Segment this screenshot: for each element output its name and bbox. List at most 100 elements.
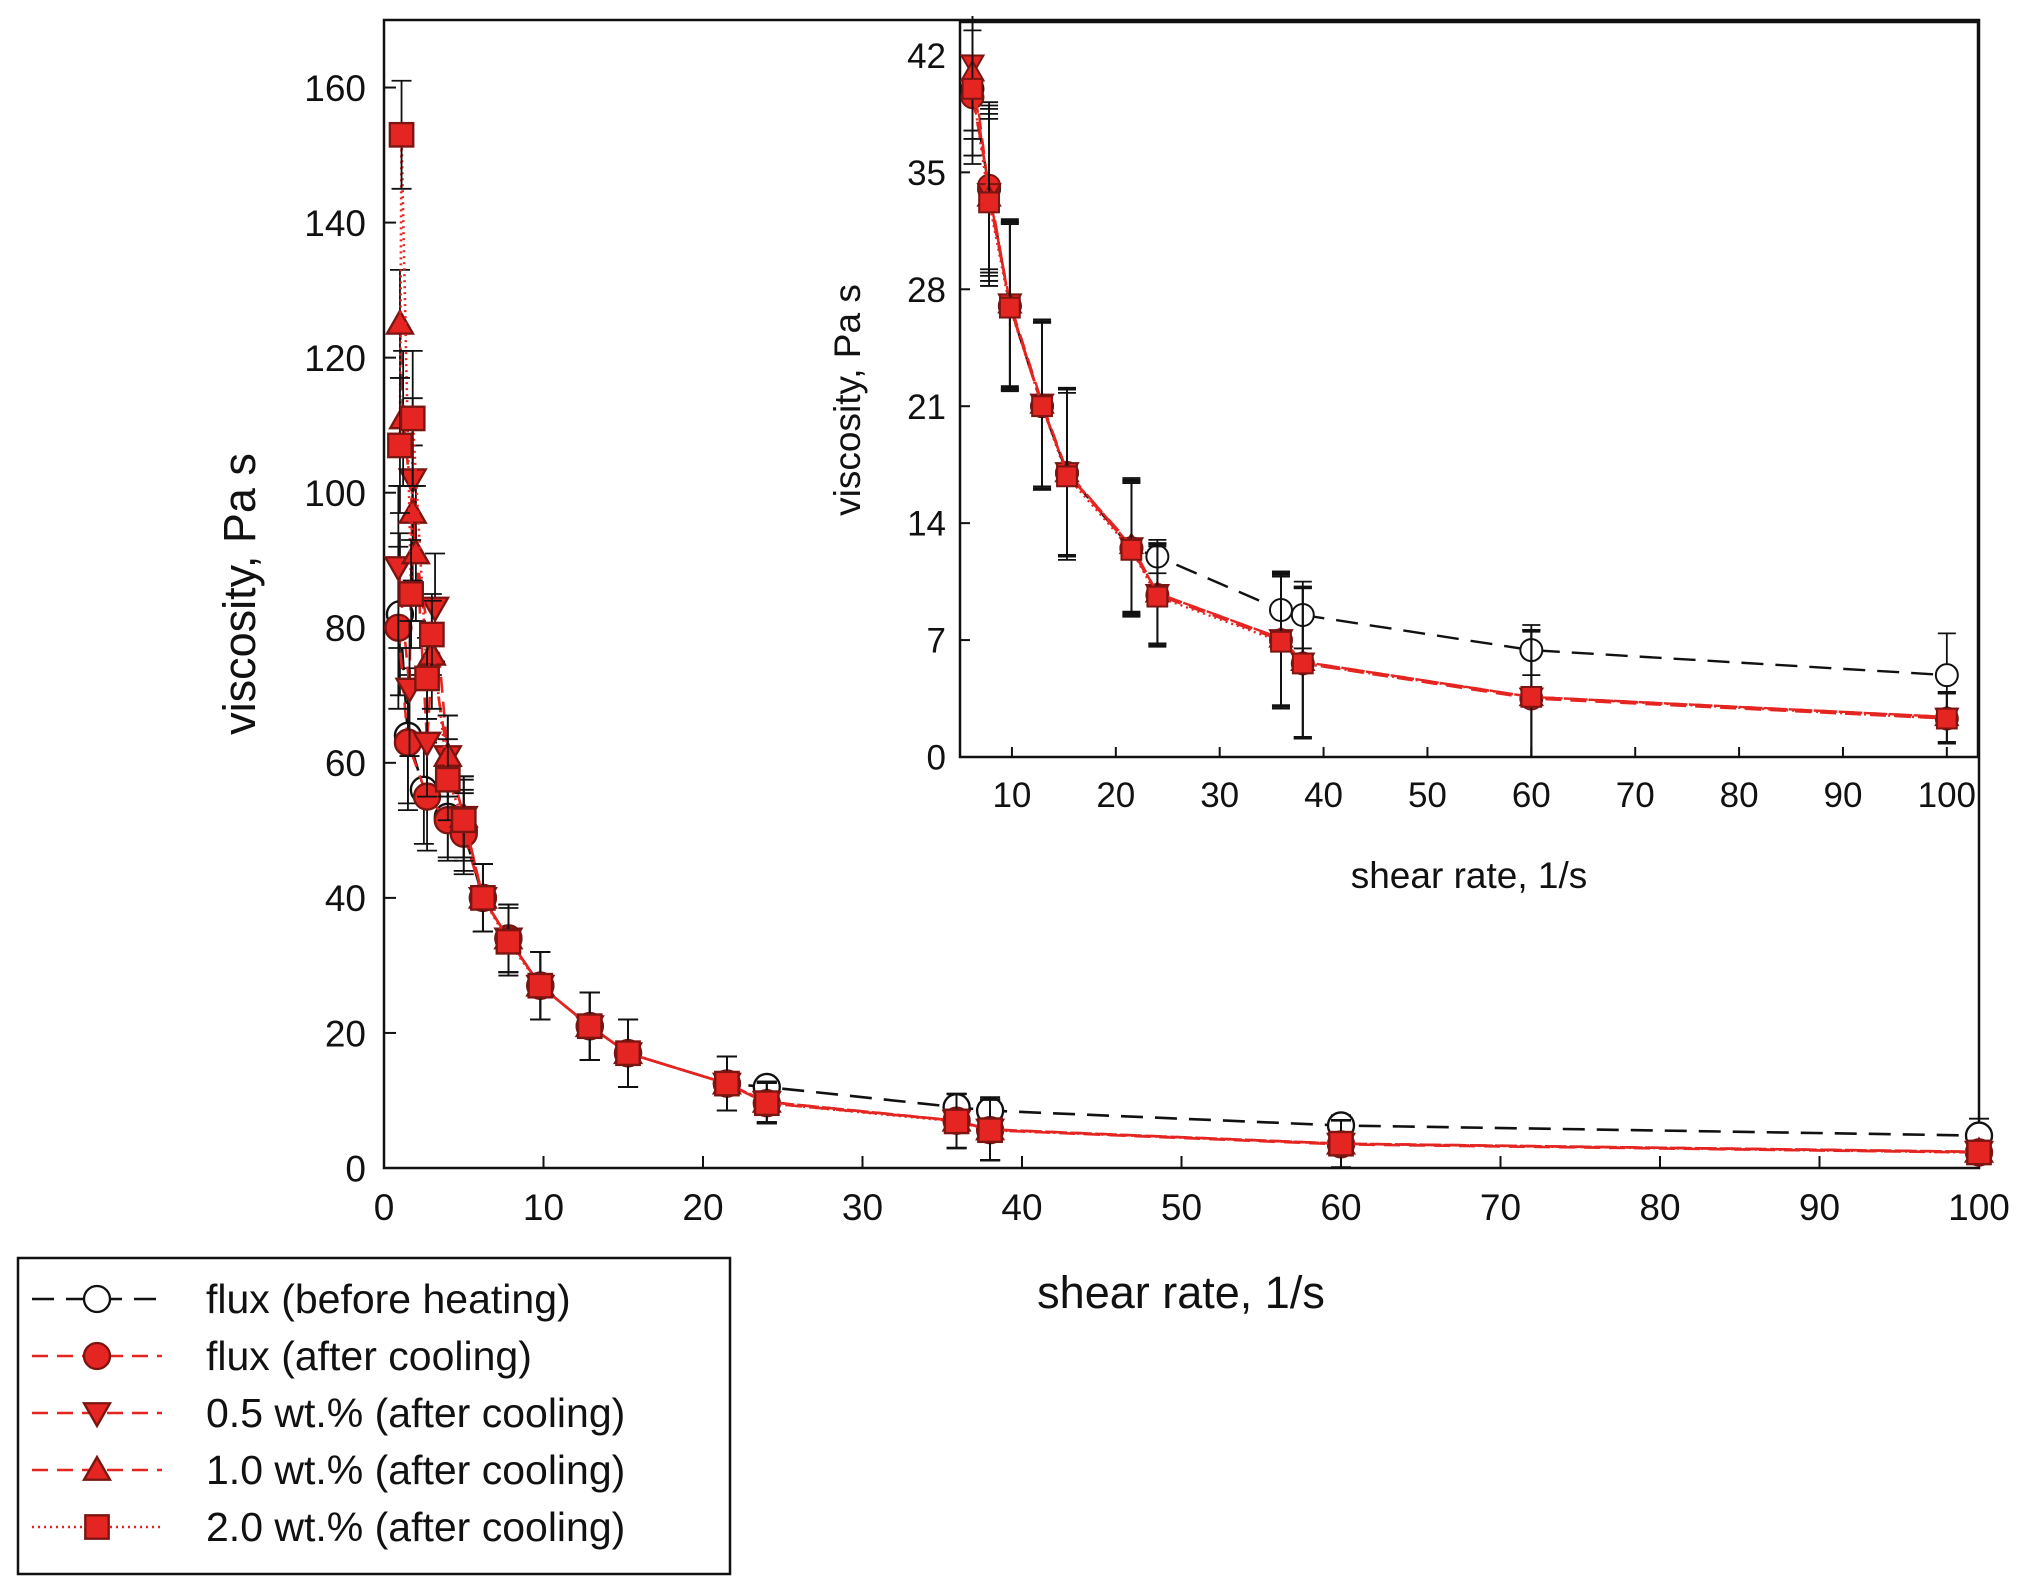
- inset-series-4: [961, 21, 1958, 758]
- main-data-point: [388, 121, 415, 148]
- main-y-tick-label: 100: [304, 473, 366, 514]
- inset-y-tick-label: 35: [907, 154, 946, 193]
- main-data-point: [1328, 1130, 1354, 1157]
- main-data-point: [576, 1013, 603, 1040]
- main-x-axis-label: shear rate, 1/s: [1037, 1267, 1325, 1318]
- main-data-point: [400, 538, 431, 565]
- main-x-tick-label: 40: [1001, 1187, 1042, 1228]
- legend-label: flux (before heating): [206, 1276, 571, 1322]
- main-x-tick-label: 50: [1161, 1187, 1202, 1228]
- main-data-point: [418, 621, 445, 648]
- legend-label: 2.0 wt.% (after cooling): [206, 1504, 625, 1550]
- main-plot: 0 10 20 30 40 50 60 70 80 90 100 0 20 40 60 80 100 120 140…: [214, 18, 2010, 1318]
- legend-entry: 0.5 wt.% (after cooling): [32, 1390, 625, 1436]
- inset-data-point: [1935, 707, 1958, 730]
- inset-data-point: [1031, 395, 1053, 418]
- inset-x-tick-label: 100: [1918, 776, 1976, 815]
- main-data-point: [977, 1117, 1003, 1144]
- inset-data-point: [1934, 663, 1959, 688]
- legend-marker-swatch: [81, 1454, 113, 1481]
- inset-x-tick-label: 10: [992, 776, 1031, 815]
- main-x-tick-label: 10: [523, 1187, 564, 1228]
- main-y-tick-label: 40: [325, 878, 366, 919]
- inset-x-tick-label: 70: [1616, 776, 1655, 815]
- main-y-tick-label: 60: [325, 743, 366, 784]
- inset-series-group: [959, 16, 1960, 758]
- main-data-point: [420, 596, 451, 623]
- main-data-point: [753, 1090, 780, 1117]
- inset-y-tick-label: 0: [927, 739, 946, 778]
- inset-x-tick-label: 40: [1304, 776, 1343, 815]
- legend-entry: 2.0 wt.% (after cooling): [32, 1504, 625, 1550]
- inset-x-axis-label: shear rate, 1/s: [1351, 855, 1588, 896]
- inset-data-point: [998, 296, 1021, 319]
- legend-box: [16, 1256, 732, 1576]
- main-data-point: [398, 581, 424, 607]
- inset-data-point: [978, 191, 1000, 214]
- main-axis-ticks: 0 10 20 30 40 50 60 70 80 90 100 0 20 40 60 80 100 120 140…: [304, 68, 2010, 1228]
- inset-data-point: [1056, 465, 1078, 488]
- legend-marker-swatch: [81, 1402, 113, 1429]
- legend-entries: flux (before heating) flux (after cooling…: [32, 1276, 625, 1550]
- main-y-tick-label: 80: [325, 608, 366, 649]
- inset-series-line: [971, 88, 1947, 720]
- inset-x-tick-label: 50: [1408, 776, 1447, 815]
- main-y-tick-label: 120: [304, 338, 366, 379]
- main-data-point: [414, 665, 440, 692]
- main-data-point: [527, 972, 554, 999]
- main-x-tick-label: 60: [1320, 1187, 1361, 1228]
- legend-entry: flux (before heating): [32, 1276, 571, 1322]
- main-y-axis-label: viscosity, Pa s: [214, 453, 265, 735]
- inset-x-tick-label: 20: [1096, 776, 1135, 815]
- inset-y-tick-label: 14: [907, 505, 946, 544]
- inset-data-point: [1291, 652, 1314, 675]
- inset-plot: 10 20 30 40 50 60 70 80 90 100 0 7 14 21 28 35 42 shear …: [827, 16, 1980, 896]
- inset-y-tick-label: 7: [927, 622, 946, 661]
- inset-data-point: [1146, 585, 1169, 608]
- main-data-point: [434, 766, 461, 793]
- inset-y-tick-label: 21: [907, 388, 946, 427]
- main-y-tick-label: 0: [345, 1148, 366, 1189]
- main-data-point: [1966, 1139, 1992, 1166]
- legend-label: 0.5 wt.% (after cooling): [206, 1390, 625, 1436]
- inset-y-axis-label: viscosity, Pa s: [827, 284, 868, 516]
- legend-label: flux (after cooling): [206, 1333, 532, 1379]
- main-series-4: [387, 79, 1992, 1169]
- main-data-point: [412, 731, 443, 758]
- inset-data-point: [1120, 538, 1143, 561]
- main-data-point: [943, 1108, 970, 1135]
- main-data-point: [714, 1070, 740, 1097]
- inset-x-tick-label: 90: [1823, 776, 1862, 815]
- inset-x-tick-label: 80: [1720, 776, 1759, 815]
- inset-data-point: [1270, 630, 1292, 653]
- legend-entry: flux (after cooling): [32, 1333, 532, 1379]
- legend: flux (before heating) flux (after cooling…: [16, 1256, 732, 1576]
- main-data-point: [615, 1040, 641, 1067]
- inset-plot-frame: [958, 20, 1980, 759]
- main-series-group: [383, 79, 1995, 1169]
- main-data-point: [399, 405, 426, 432]
- main-data-point: [450, 807, 477, 834]
- main-y-tick-label: 160: [304, 68, 366, 109]
- inset-data-point: [1520, 685, 1543, 708]
- main-x-tick-label: 70: [1480, 1187, 1521, 1228]
- main-y-tick-label: 140: [304, 203, 366, 244]
- inset-axis-ticks: 10 20 30 40 50 60 70 80 90 100 0 7 14 21 28 35 42: [907, 37, 1976, 815]
- main-data-point: [495, 928, 522, 955]
- legend-entry: 1.0 wt.% (after cooling): [32, 1447, 625, 1493]
- main-y-tick-label: 20: [325, 1013, 366, 1054]
- main-x-tick-label: 80: [1639, 1187, 1680, 1228]
- legend-marker-swatch: [84, 1514, 110, 1540]
- main-x-tick-label: 30: [842, 1187, 883, 1228]
- main-data-point: [470, 885, 496, 911]
- inset-y-tick-label: 42: [907, 37, 946, 76]
- legend-label: 1.0 wt.% (after cooling): [206, 1447, 625, 1493]
- inset-x-tick-label: 60: [1512, 776, 1551, 815]
- main-x-tick-label: 20: [682, 1187, 723, 1228]
- main-data-point: [387, 432, 413, 459]
- legend-marker-swatch: [82, 1341, 112, 1371]
- legend-marker-swatch: [82, 1284, 112, 1314]
- main-x-tick-label: 100: [1948, 1187, 2010, 1228]
- main-x-tick-label: 90: [1799, 1187, 1840, 1228]
